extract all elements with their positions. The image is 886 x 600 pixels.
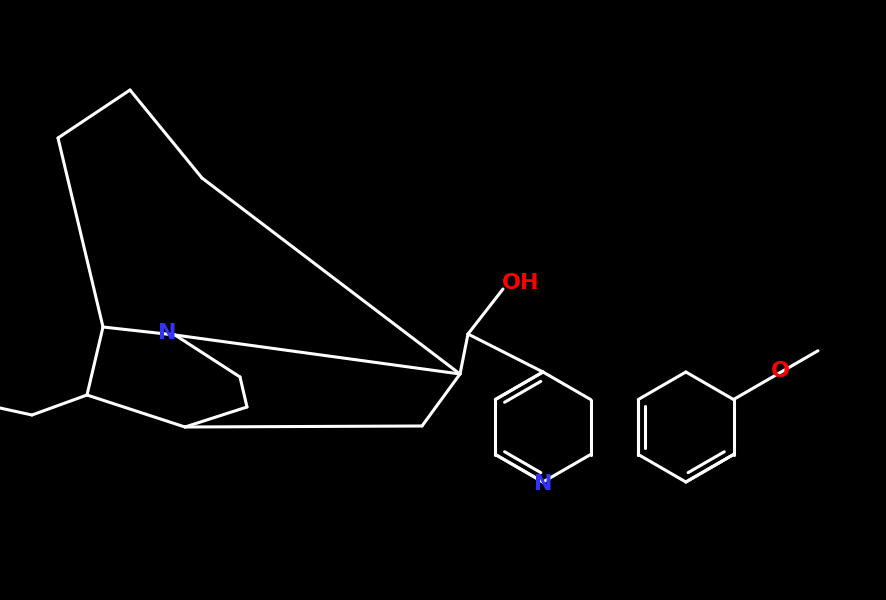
Text: N: N	[158, 323, 176, 343]
Text: O: O	[771, 361, 789, 380]
Text: OH: OH	[501, 273, 540, 293]
Text: N: N	[533, 474, 552, 494]
